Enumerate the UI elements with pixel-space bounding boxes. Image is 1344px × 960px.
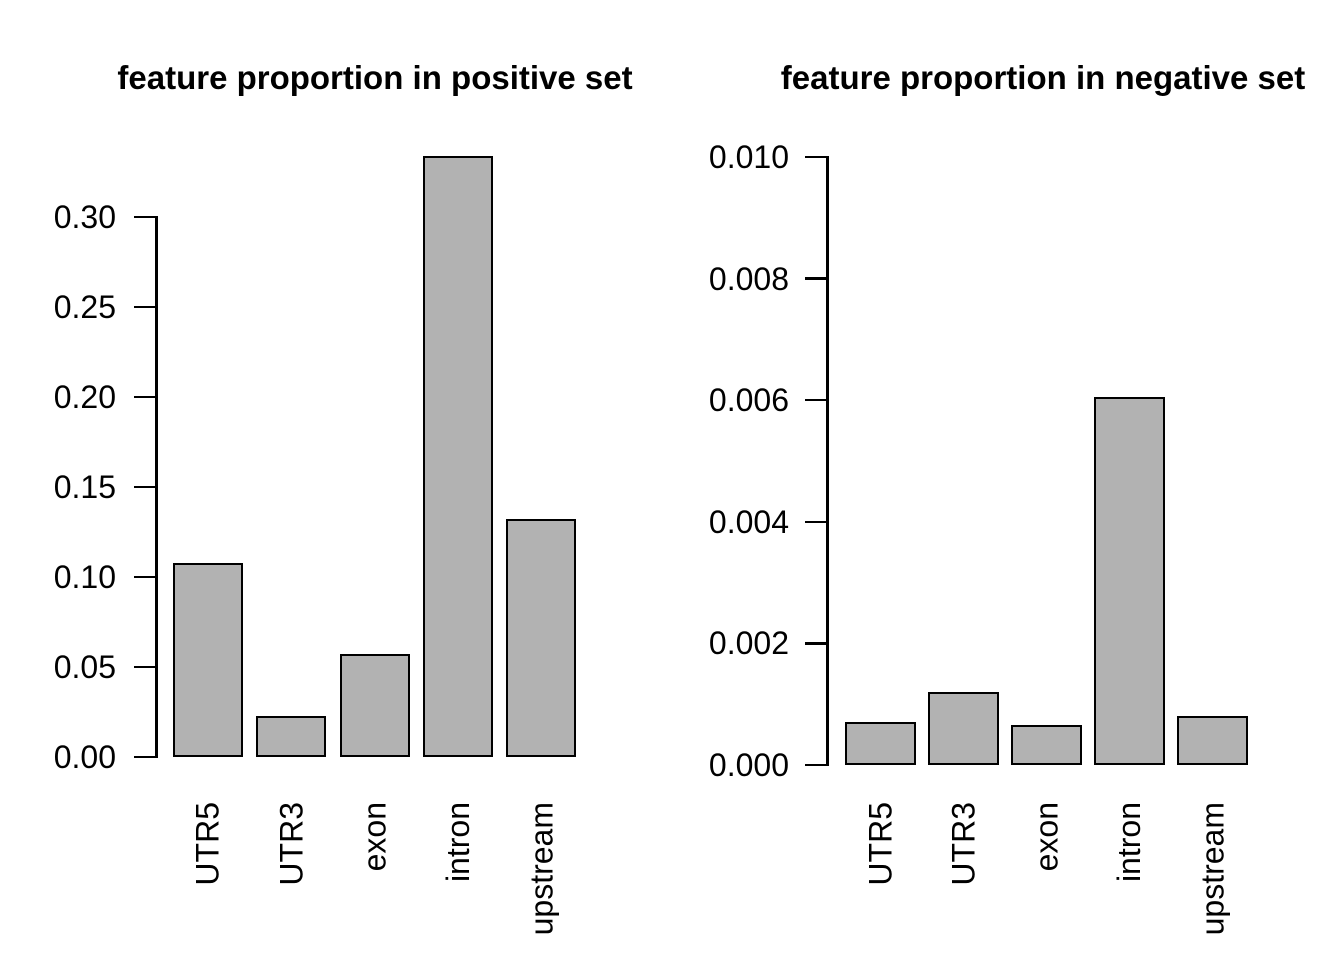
y-axis-line	[826, 156, 829, 766]
x-axis-category-label: exon	[1028, 802, 1065, 872]
bar-UTR5	[173, 562, 243, 757]
y-axis-tick	[134, 755, 157, 759]
y-axis-tick	[134, 665, 157, 669]
y-axis-tick	[805, 155, 828, 159]
y-axis-tick	[134, 395, 157, 399]
bar-intron	[422, 155, 493, 757]
x-axis-category-label: upstream	[523, 802, 559, 936]
x-axis-category-label: intron	[439, 802, 476, 883]
y-axis-tick-label: 0.000	[708, 747, 789, 783]
right-chart-title: feature proportion in negative set	[780, 59, 1306, 96]
y-axis-tick-label: 0.20	[53, 379, 116, 415]
y-axis-tick	[134, 485, 157, 489]
x-axis-category-label: exon	[356, 802, 393, 872]
y-axis-tick-label: 0.010	[708, 139, 789, 175]
y-axis-tick	[134, 215, 157, 219]
bar-UTR3	[256, 715, 327, 757]
bar-UTR5	[845, 722, 916, 765]
y-axis-tick	[134, 575, 157, 579]
x-axis-category-label: intron	[1111, 802, 1148, 883]
y-axis-tick	[805, 763, 828, 767]
x-axis-category-label: UTR3	[273, 802, 310, 886]
bar-intron	[1094, 397, 1165, 765]
y-axis-tick-label: 0.004	[708, 503, 789, 540]
x-axis-category-label: upstream	[1194, 802, 1231, 936]
bar-UTR3	[928, 692, 999, 765]
bar-exon	[1011, 725, 1082, 765]
bar-upstream	[506, 519, 576, 757]
x-axis-category-label: UTR3	[945, 802, 982, 886]
y-axis-tick-label: 0.00	[53, 739, 116, 775]
y-axis-tick-label: 0.15	[53, 469, 116, 505]
x-axis-category-label: UTR5	[862, 802, 899, 886]
y-axis-tick	[805, 520, 828, 524]
y-axis-tick-label: 0.006	[708, 382, 789, 419]
left-chart-title: feature proportion in positive set	[117, 59, 633, 96]
y-axis-tick	[805, 277, 828, 280]
y-axis-tick-label: 0.002	[708, 625, 789, 662]
bar-exon	[339, 654, 410, 757]
y-axis-tick-label: 0.05	[53, 649, 116, 685]
y-axis-tick	[134, 305, 157, 309]
y-axis-tick-label: 0.25	[53, 289, 116, 325]
x-axis-category-label: UTR5	[190, 802, 226, 886]
y-axis-tick-label: 0.30	[53, 199, 116, 235]
y-axis-tick-label: 0.008	[708, 260, 789, 297]
y-axis-tick	[805, 398, 828, 402]
y-axis-tick	[805, 642, 828, 645]
y-axis-tick-label: 0.10	[53, 559, 116, 595]
bar-upstream	[1177, 716, 1248, 765]
